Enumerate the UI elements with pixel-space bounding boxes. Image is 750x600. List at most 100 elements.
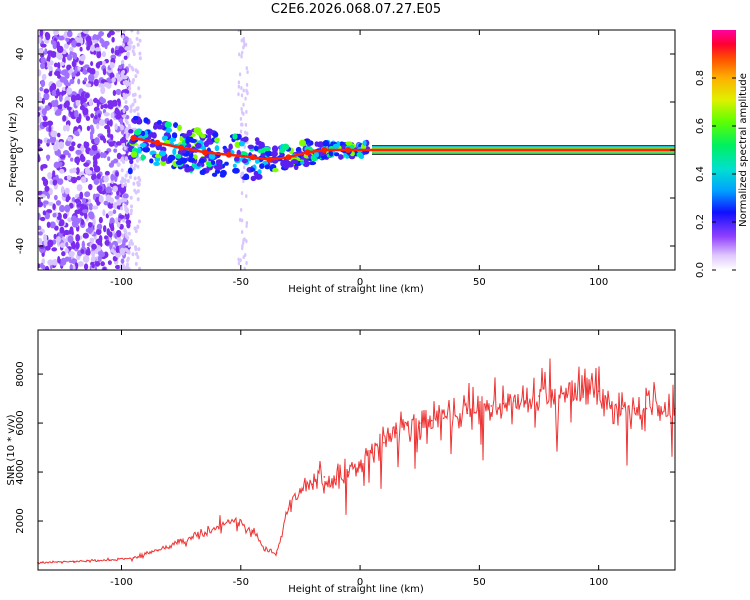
heatmap-cell — [93, 97, 99, 103]
heatmap-cell — [80, 218, 85, 226]
heatmap-cell — [130, 150, 138, 158]
heatmap-cell — [129, 195, 133, 200]
heatmap-cell — [290, 159, 299, 165]
heatmap-cell — [105, 81, 112, 89]
heatmap-cell — [84, 92, 90, 99]
heatmap-cell — [128, 175, 132, 180]
heatmap-cell — [62, 114, 67, 122]
colorbar-gradient — [712, 30, 736, 270]
heatmap-cell — [196, 162, 202, 167]
heatmap-cell — [40, 194, 46, 199]
heatmap-cell — [90, 61, 94, 67]
heatmap-cell — [69, 46, 74, 53]
heatmap-cell — [127, 167, 133, 175]
heatmap-cell — [89, 213, 95, 220]
heatmap-cell — [104, 170, 110, 176]
heatmap-cell — [121, 251, 125, 256]
heatmap-cell — [112, 89, 117, 97]
heatmap-cell — [91, 243, 97, 250]
heatmap-cell — [287, 162, 294, 168]
heatmap-cell — [57, 149, 62, 158]
heatmap-cell — [127, 250, 131, 255]
heatmap-cell — [100, 86, 106, 95]
heatmap-cell — [240, 229, 244, 234]
heatmap-cell — [121, 59, 125, 64]
heatmap-cell — [169, 137, 177, 143]
colorbar-tick-label: 0.4 — [695, 166, 706, 182]
heatmap-cell — [98, 83, 105, 88]
heatmap-cell — [68, 145, 75, 152]
y-tick-label: 40 — [15, 48, 26, 61]
heatmap-cell — [96, 185, 103, 192]
heatmap-cell — [242, 255, 245, 260]
heatmap-cell — [153, 161, 161, 166]
heatmap-cell — [115, 171, 119, 177]
heatmap-cell — [102, 209, 106, 217]
heatmap-cell — [266, 150, 271, 157]
heatmap-cell — [53, 62, 58, 68]
heatmap-cell — [171, 132, 178, 139]
heatmap-cell — [128, 240, 132, 245]
heatmap-cell — [133, 176, 137, 181]
snr-point — [132, 557, 135, 559]
heatmap-cell — [104, 239, 110, 246]
heatmap-cell — [82, 30, 89, 34]
heatmap-cell — [69, 51, 74, 56]
chart-title: C2E6.2026.068.07.27.E05 — [271, 2, 441, 17]
heatmap-cell — [245, 261, 248, 266]
heatmap-cell — [99, 151, 104, 159]
heatmap-cell — [76, 202, 82, 208]
heatmap-cell — [133, 163, 137, 168]
heatmap-cell — [65, 124, 70, 132]
snr-panel: -100 -50 0 50 100 2000 4000 6000 8000 Height of… — [6, 329, 676, 595]
heatmap-cell — [46, 120, 54, 127]
y-tick-label: 6000 — [15, 410, 26, 435]
heatmap-cell — [95, 152, 101, 159]
heatmap-cell — [64, 204, 71, 213]
heatmap-cell — [104, 235, 108, 240]
heatmap-cell — [65, 197, 70, 203]
heatmap-cell — [121, 240, 126, 249]
heatmap-cell — [67, 235, 74, 243]
y-tick-label: 8000 — [15, 361, 26, 386]
heatmap-cell — [189, 138, 197, 143]
heatmap-cell — [232, 167, 240, 174]
heatmap-cell — [38, 106, 42, 111]
heatmap-panel: -100 -50 0 50 100 -40 -20 0 20 40 Height of stra… — [8, 29, 676, 295]
heatmap-cell — [211, 172, 218, 177]
heatmap-cell — [345, 141, 353, 146]
heatmap-cell — [102, 68, 107, 76]
heatmap-cell — [52, 203, 56, 210]
heatmap-cell — [162, 135, 169, 141]
heatmap-cell — [96, 122, 100, 130]
heatmap-cell — [38, 116, 42, 124]
y-tick-label: 2000 — [15, 508, 26, 533]
snr-point — [335, 478, 338, 481]
heatmap-cell — [66, 106, 72, 111]
heatmap-cell — [122, 30, 126, 33]
heatmap-cell — [59, 204, 66, 213]
heatmap-cell — [71, 215, 77, 222]
heatmap-cell — [122, 69, 126, 74]
heatmap-cell — [281, 143, 290, 150]
heatmap-cell — [116, 230, 121, 238]
heatmap-cell — [214, 169, 221, 174]
heatmap-cell — [83, 77, 88, 82]
snr-point — [418, 422, 421, 424]
heatmap-cell — [125, 93, 129, 98]
heatmap-cell — [63, 43, 69, 49]
heatmap-cell — [91, 261, 95, 269]
heatmap-cell — [53, 233, 57, 240]
heatmap-cell — [51, 247, 58, 252]
heatmap-cell — [79, 46, 83, 52]
heatmap-cloud — [38, 30, 371, 270]
heatmap-cell — [124, 198, 128, 203]
heatmap-cell — [245, 221, 249, 226]
heatmap-cell — [240, 50, 244, 55]
heatmap-cell — [47, 201, 54, 206]
heatmap-cell — [95, 62, 101, 69]
heatmap-cell — [102, 137, 107, 144]
heatmap-cell — [102, 104, 109, 109]
heatmap-cell — [126, 262, 130, 267]
heatmap-cell — [72, 51, 76, 60]
